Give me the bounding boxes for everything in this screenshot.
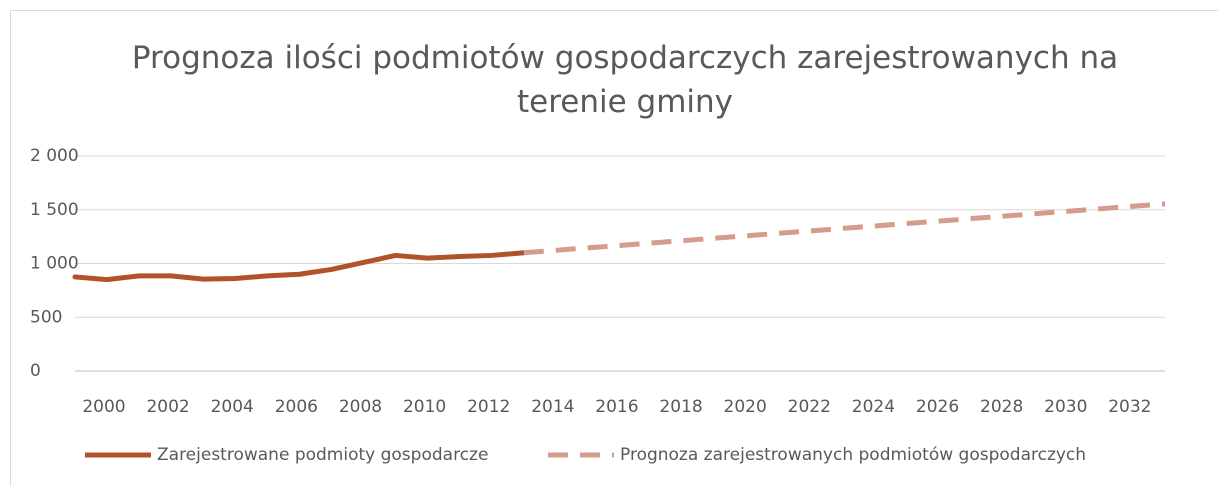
y-tick-label: 1 500: [30, 200, 79, 220]
x-tick-label: 2024: [852, 397, 895, 417]
x-tick-label: 2016: [595, 397, 638, 417]
chart-title: Prognoza ilości podmiotów gospodarczych …: [131, 40, 1119, 120]
x-tick-label: 2020: [724, 397, 767, 417]
x-tick-label: 2006: [275, 397, 318, 417]
x-tick-label: 2022: [788, 397, 831, 417]
x-tick-label: 2028: [980, 397, 1023, 417]
y-tick-label: 0: [30, 361, 41, 381]
x-tick-label: 2010: [403, 397, 446, 417]
x-tick-label: 2002: [146, 397, 189, 417]
legend-label: Zarejestrowane podmioty gospodarcze: [157, 445, 488, 465]
x-tick-label: 2030: [1044, 397, 1087, 417]
legend-label: Prognoza zarejestrowanych podmiotów gosp…: [620, 445, 1086, 465]
x-tick-label: 2014: [531, 397, 574, 417]
y-tick-label: 500: [30, 307, 62, 327]
x-tick-label: 2032: [1108, 397, 1151, 417]
x-tick-label: 2008: [339, 397, 382, 417]
series-line: [523, 201, 1166, 256]
y-tick-label: 2 000: [30, 146, 79, 166]
x-tick-label: 2000: [82, 397, 125, 417]
series-line: [72, 250, 527, 283]
x-tick-label: 2012: [467, 397, 510, 417]
y-tick-label: 1 000: [30, 254, 79, 274]
x-tick-label: 2004: [211, 397, 254, 417]
x-tick-label: 2018: [659, 397, 702, 417]
chart-border: [10, 10, 1218, 486]
x-tick-label: 2026: [916, 397, 959, 417]
